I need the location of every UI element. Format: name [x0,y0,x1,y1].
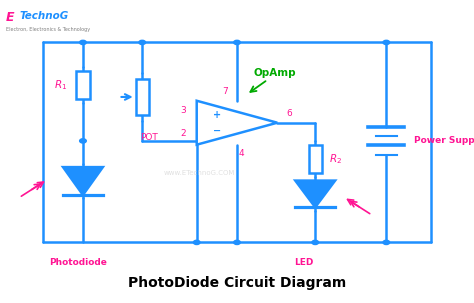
Text: POT: POT [140,133,158,142]
Circle shape [80,139,86,143]
Text: www.ETechnoG.COM: www.ETechnoG.COM [164,170,235,176]
Polygon shape [63,167,103,195]
Circle shape [193,240,200,245]
Text: $R_1$: $R_1$ [54,78,67,92]
Text: PhotoDiode Circuit Diagram: PhotoDiode Circuit Diagram [128,276,346,290]
Circle shape [139,40,146,45]
Circle shape [234,40,240,45]
Text: 2: 2 [181,129,186,138]
Text: LED: LED [294,258,313,267]
Text: OpAmp: OpAmp [254,68,296,78]
Text: Power Supply: Power Supply [414,136,474,145]
Bar [309,145,322,173]
Bar [136,78,149,115]
Text: 4: 4 [239,149,245,158]
Text: E: E [6,11,14,24]
Text: −: − [213,126,221,136]
Circle shape [234,240,240,245]
Text: $R_2$: $R_2$ [328,152,342,166]
Text: +: + [213,110,221,120]
Text: 3: 3 [181,106,186,115]
Circle shape [383,40,390,45]
Text: 7: 7 [222,87,228,96]
Polygon shape [197,101,277,145]
Text: Electron, Electronics & Technology: Electron, Electronics & Technology [6,27,90,32]
Circle shape [312,240,319,245]
Text: Photodiode: Photodiode [49,258,107,267]
Text: 6: 6 [286,109,292,118]
Circle shape [383,240,390,245]
Polygon shape [295,181,335,207]
Bar [76,71,90,99]
Text: TechnoG: TechnoG [20,11,69,21]
Circle shape [80,40,86,45]
